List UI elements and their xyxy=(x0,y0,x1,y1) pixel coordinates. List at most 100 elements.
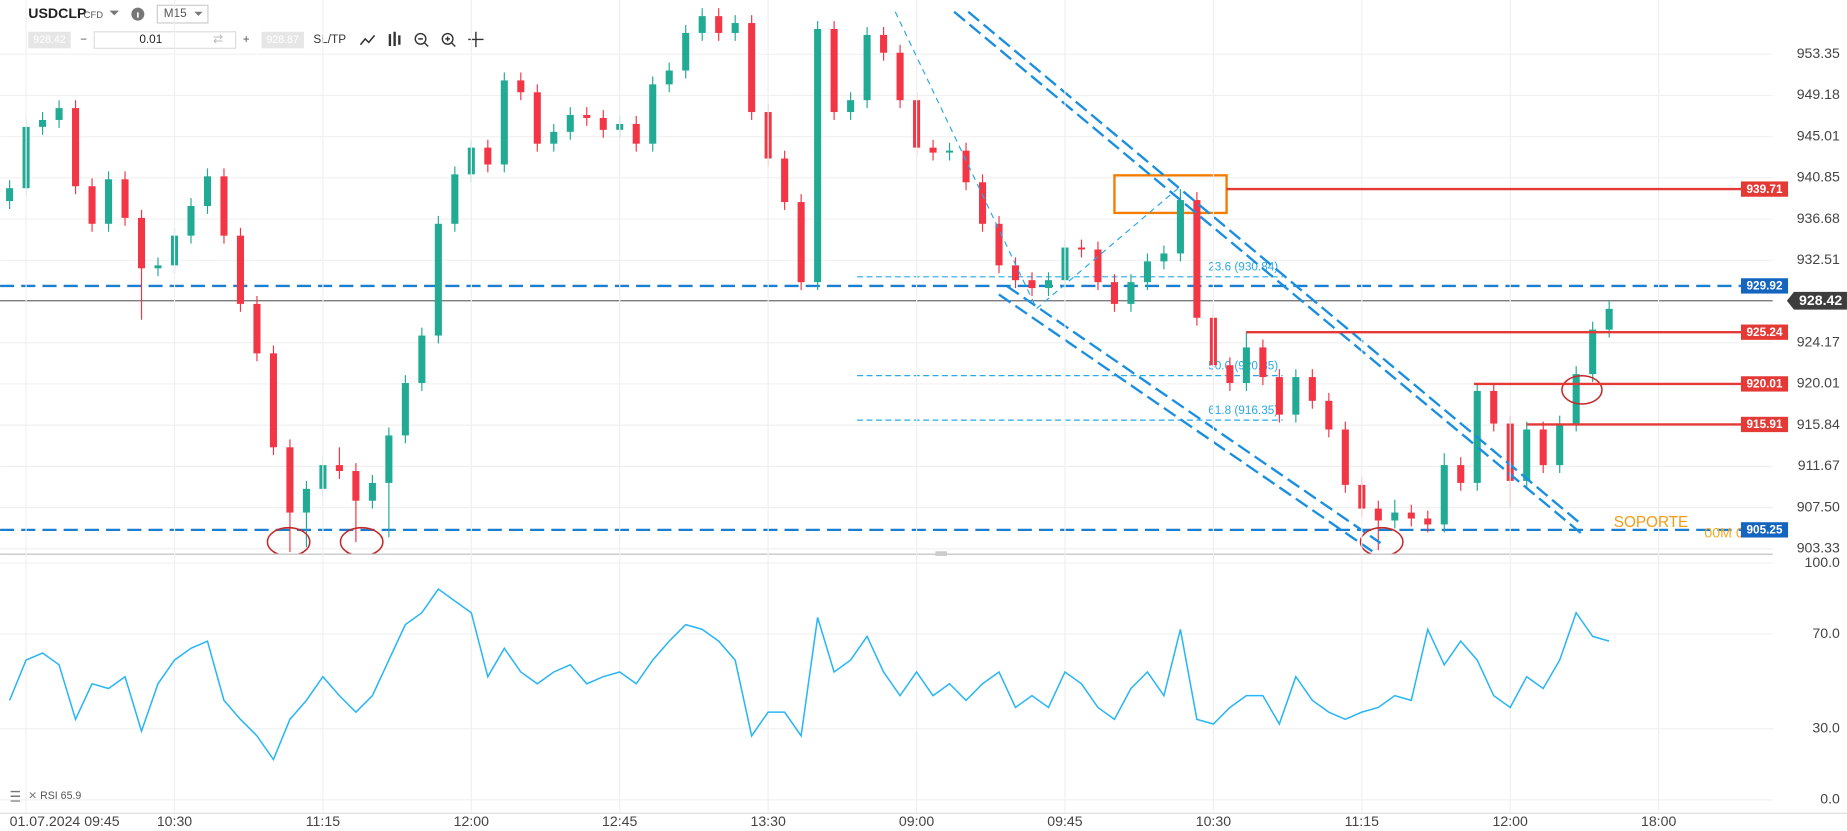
candle-body xyxy=(847,100,855,113)
channel-line xyxy=(998,293,1373,553)
annotation: SOPORTE xyxy=(1614,514,1689,531)
indicator-menu-icon[interactable] xyxy=(10,790,21,802)
level-label-box xyxy=(1740,522,1789,538)
candle-body xyxy=(1556,423,1564,466)
candle-body xyxy=(1391,512,1399,521)
candle-body xyxy=(583,115,591,118)
current-price-label: 928.42 xyxy=(1799,292,1842,308)
fib-label: 61.8 (916.35) xyxy=(1208,404,1278,417)
candle-body xyxy=(1044,280,1053,289)
timeframe-select[interactable] xyxy=(156,4,209,24)
y-tick-label: 911.67 xyxy=(1798,457,1840,473)
bid-box[interactable] xyxy=(28,31,71,49)
y-tick-label: 945.01 xyxy=(1797,127,1840,143)
candle-body xyxy=(814,28,822,283)
candle-body xyxy=(830,28,838,113)
info-icon-glyph xyxy=(137,12,139,18)
symbol[interactable]: USDCLP xyxy=(28,5,86,21)
candle-body xyxy=(731,23,739,33)
level-label-box xyxy=(1740,324,1789,340)
rsi-line xyxy=(8,587,1610,762)
candle-body xyxy=(105,179,113,224)
candle-body xyxy=(1374,508,1382,521)
sltp-button[interactable]: SL/TP xyxy=(313,33,346,46)
candle-body xyxy=(187,206,195,236)
candle-body xyxy=(632,123,640,144)
symbol-dropdown[interactable] xyxy=(109,10,120,16)
candle-body xyxy=(1275,377,1283,415)
candle-body xyxy=(269,353,277,448)
candle-body xyxy=(1325,400,1333,430)
x-tick-label: 01.07.2024 09:45 xyxy=(10,813,120,829)
candle-body xyxy=(352,471,360,501)
candle-body xyxy=(253,303,261,354)
current-price-label-box xyxy=(1786,291,1847,310)
instrument-type: CFD xyxy=(84,9,104,20)
y-tick-label: 100.0 xyxy=(1805,554,1840,570)
price-pane: 23.6 (930.84)50.0 (920.85)61.8 (916.35) xyxy=(0,8,1773,553)
candle-body xyxy=(1523,429,1531,481)
candle-body xyxy=(385,435,393,483)
x-tick-label: 10:30 xyxy=(157,813,192,829)
quantity-input[interactable] xyxy=(93,31,237,49)
zoom-in-icon[interactable] xyxy=(441,32,454,45)
level-label: 929.92 xyxy=(1747,280,1783,293)
candle-body xyxy=(1341,429,1349,485)
line-tool-icon[interactable] xyxy=(359,34,376,46)
candle-body xyxy=(1572,374,1580,424)
trend-line xyxy=(1036,188,1179,310)
level-label-box xyxy=(1740,416,1789,433)
trend-line xyxy=(894,11,1038,309)
candle-body xyxy=(1242,347,1250,384)
candle-body xyxy=(797,202,805,283)
candle-body xyxy=(401,383,409,436)
candle-body xyxy=(154,265,162,269)
indicator-close[interactable]: ✕ xyxy=(28,790,37,802)
candle-body xyxy=(55,108,63,120)
candle-body xyxy=(1589,329,1597,375)
y-tick-label: 932.51 xyxy=(1797,251,1840,267)
y-tick-label: 915.84 xyxy=(1797,416,1840,432)
candle-body xyxy=(599,117,607,130)
y-tick-label: 924.17 xyxy=(1797,334,1840,350)
y-tick-label: 70.0 xyxy=(1812,625,1840,641)
candle-body xyxy=(484,147,492,165)
candle-body xyxy=(434,223,442,336)
candle-body xyxy=(665,70,673,85)
bid-price: 928.42 xyxy=(33,34,66,46)
x-tick-label: 12:45 xyxy=(602,813,637,829)
level-label: 925.24 xyxy=(1747,326,1783,339)
y-tick-label: 940.85 xyxy=(1797,169,1840,185)
ask-price: 928.87 xyxy=(267,34,300,46)
candle-body xyxy=(220,176,228,236)
x-tick-label: 12:00 xyxy=(1493,813,1528,829)
fib-label: 23.6 (930.84) xyxy=(1208,260,1278,273)
zoom-out-icon[interactable] xyxy=(414,32,427,45)
timeframe: M15 xyxy=(164,7,187,20)
circle-marker xyxy=(339,526,384,554)
swap-icon[interactable]: ⇄ xyxy=(213,33,223,46)
pane-handle[interactable] xyxy=(935,551,948,556)
y-tick-label: 953.35 xyxy=(1797,45,1840,61)
candle-body xyxy=(533,92,541,144)
candle-tool-icon[interactable] xyxy=(388,31,401,46)
candle-body xyxy=(550,131,558,144)
candle-body xyxy=(418,335,426,384)
y-tick-label: 0.0 xyxy=(1820,791,1840,807)
quantity-minus[interactable]: − xyxy=(80,33,87,46)
zoom-out-glyph xyxy=(418,38,429,48)
candle-body xyxy=(698,16,706,33)
candle-body xyxy=(451,174,459,224)
quantity-plus[interactable]: + xyxy=(243,33,250,46)
pan-icon[interactable] xyxy=(468,31,484,48)
ask-box[interactable] xyxy=(261,31,304,49)
circle-marker xyxy=(266,526,311,554)
candle-body xyxy=(1193,200,1201,318)
x-tick-label: 13:30 xyxy=(750,813,785,829)
level-label: 905.25 xyxy=(1747,524,1783,537)
candle-body xyxy=(1011,265,1020,281)
candle-body xyxy=(1308,377,1316,401)
level-label: 939.71 xyxy=(1747,183,1783,196)
channel-line xyxy=(1006,285,1382,544)
candle-body xyxy=(1094,249,1102,283)
